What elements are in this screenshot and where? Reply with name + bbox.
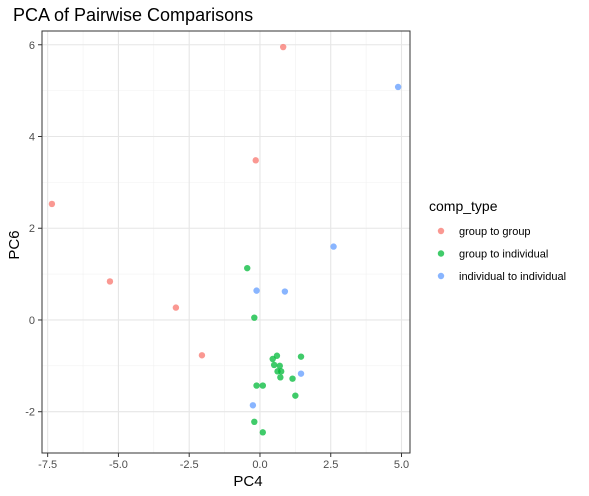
data-point-series-2 xyxy=(259,429,266,436)
data-point-series-2 xyxy=(277,374,284,381)
legend-key xyxy=(437,227,445,235)
x-tick-label: -5.0 xyxy=(109,459,128,471)
data-point-series-1 xyxy=(48,200,56,208)
y-tick-label: 6 xyxy=(29,40,35,52)
x-tick-label: -2.5 xyxy=(180,459,199,471)
legend-key xyxy=(437,250,445,257)
data-point-series-2 xyxy=(253,382,260,389)
y-tick-label: 0 xyxy=(29,315,35,327)
y-axis-title: PC6 xyxy=(6,230,23,259)
y-axis: -2 0 2 4 6 xyxy=(25,40,42,419)
data-points xyxy=(48,43,402,436)
data-point-series-1 xyxy=(252,157,259,164)
data-point-series-2 xyxy=(244,264,251,272)
chart-title: PCA of Pairwise Comparisons xyxy=(13,5,253,25)
data-point-series-1 xyxy=(279,43,287,51)
data-point-series-2 xyxy=(274,368,281,375)
data-point-series-2 xyxy=(273,352,281,359)
plot-panel xyxy=(41,30,411,454)
data-point-series-2 xyxy=(251,418,258,426)
x-tick-label: 5.0 xyxy=(394,459,409,471)
data-point-series-3 xyxy=(253,287,260,294)
legend-label: group to individual xyxy=(459,249,548,261)
data-point-series-3 xyxy=(394,83,402,91)
y-tick-label: 4 xyxy=(29,132,35,144)
data-point-series-1 xyxy=(106,278,114,285)
y-tick-label: -2 xyxy=(25,407,35,419)
panel-border xyxy=(41,30,411,454)
data-point-series-2 xyxy=(289,375,296,382)
data-point-series-3 xyxy=(281,288,289,295)
x-tick-label: 0.0 xyxy=(252,459,267,471)
data-point-series-3 xyxy=(330,243,337,250)
data-point-series-2 xyxy=(297,353,305,360)
y-tick-label: 2 xyxy=(29,223,35,235)
legend-key xyxy=(437,272,445,280)
x-tick-label: -7.5 xyxy=(38,459,57,471)
legend-title: comp_type xyxy=(429,198,498,214)
data-point-series-2 xyxy=(259,382,266,389)
legend-label: individual to individual xyxy=(459,271,566,283)
data-point-series-3 xyxy=(297,370,305,377)
data-point-series-1 xyxy=(198,352,206,359)
data-point-series-2 xyxy=(270,361,278,369)
legend: comp_type group to group group to individ… xyxy=(429,198,566,283)
x-axis-title: PC4 xyxy=(233,473,262,490)
data-point-series-2 xyxy=(251,314,258,321)
x-tick-label: 2.5 xyxy=(323,459,338,471)
data-point-series-2 xyxy=(276,362,283,370)
legend-label: group to group xyxy=(459,226,531,238)
data-point-series-3 xyxy=(249,402,257,409)
x-axis: -7.5 -5.0 -2.5 0.0 2.5 5.0 xyxy=(38,453,409,471)
data-point-series-2 xyxy=(292,392,299,399)
data-point-series-1 xyxy=(172,304,180,311)
